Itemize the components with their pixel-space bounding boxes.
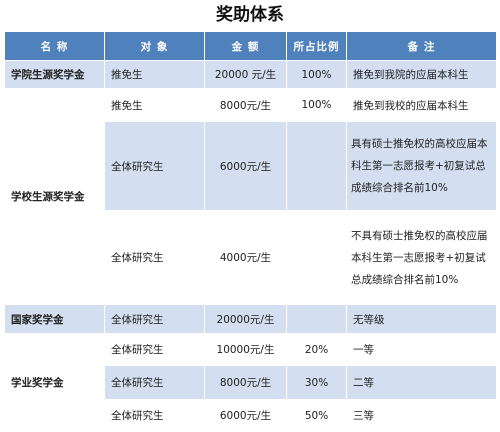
row-ratio [286,304,347,334]
row-target: 全体研究生 [104,210,205,305]
row-name: 学校生源奖学金 [4,88,105,305]
row-note: 三等 [346,399,497,432]
row-ratio [286,210,347,305]
row-target: 推免生 [104,88,205,122]
row-ratio: 30% [286,365,347,400]
row-name: 国家奖学金 [4,304,105,334]
row-note: 具有硕士推免权的高校应届本科生第一志愿报考+初复试总成绩综合排名前10% [346,121,497,211]
row-note: 推免到我校的应届本科生 [346,88,497,122]
page-title: 奖助体系 [216,5,284,25]
row-note: 不具有硕士推免权的高校应届本科生第一志愿报考+初复试总成绩综合排名前10% [346,210,497,305]
table-row: 学业奖学金 全体研究生 10000元/生 20% 一等 [4,333,497,432]
row-target: 全体研究生 [104,333,205,366]
row-ratio: 50% [286,399,347,432]
row-target: 全体研究生 [104,365,205,400]
scholarship-table: 名 称 对 象 金 额 所占比例 备 注 学院生源奖学金 推免生 20000 元… [4,31,497,432]
table-row: 学校生源奖学金 推免生 8000元/生 100% 推免到我校的应届本科生 [4,88,497,305]
row-target: 推免生 [104,60,205,89]
row-amount: 20000 元/生 [204,60,287,89]
row-ratio: 100% [286,60,347,89]
header-amount: 金 额 [204,31,287,61]
header-ratio: 所占比例 [286,31,347,61]
row-amount: 8000元/生 [204,365,287,400]
table-row: 全体研究生 6000元/生 50% 三等 [5,399,497,432]
header-note: 备 注 [346,31,497,61]
table-row: 全体研究生 6000元/生 具有硕士推免权的高校应届本科生第一志愿报考+初复试总… [5,121,497,211]
table-row: 全体研究生 8000元/生 30% 二等 [5,365,497,400]
row-ratio: 20% [286,333,347,366]
row-amount: 20000元/生 [204,304,287,334]
table-row: 学院生源奖学金 推免生 20000 元/生 100% 推免到我院的应届本科生 [4,60,497,89]
table-row: 全体研究生 4000元/生 不具有硕士推免权的高校应届本科生第一志愿报考+初复试… [5,210,497,305]
row-ratio: 100% [286,88,347,122]
row-target: 全体研究生 [104,121,205,211]
row-amount: 6000元/生 [204,121,287,211]
row-note: 无等级 [346,304,497,334]
row-note: 一等 [346,333,497,366]
row-ratio [286,121,347,211]
table-row: 国家奖学金 全体研究生 20000元/生 无等级 [4,304,497,334]
row-note: 二等 [346,365,497,400]
row-amount: 10000元/生 [204,333,287,366]
header-name: 名 称 [4,31,105,61]
row-target: 全体研究生 [104,399,205,432]
row-amount: 4000元/生 [204,210,287,305]
row-target: 全体研究生 [104,304,205,334]
row-name: 学院生源奖学金 [4,60,105,89]
table-header-row: 名 称 对 象 金 额 所占比例 备 注 [4,31,497,61]
row-name: 学业奖学金 [4,333,105,432]
header-target: 对 象 [104,31,205,61]
row-note: 推免到我院的应届本科生 [346,60,497,89]
row-amount: 6000元/生 [204,399,287,432]
row-amount: 8000元/生 [204,88,287,122]
